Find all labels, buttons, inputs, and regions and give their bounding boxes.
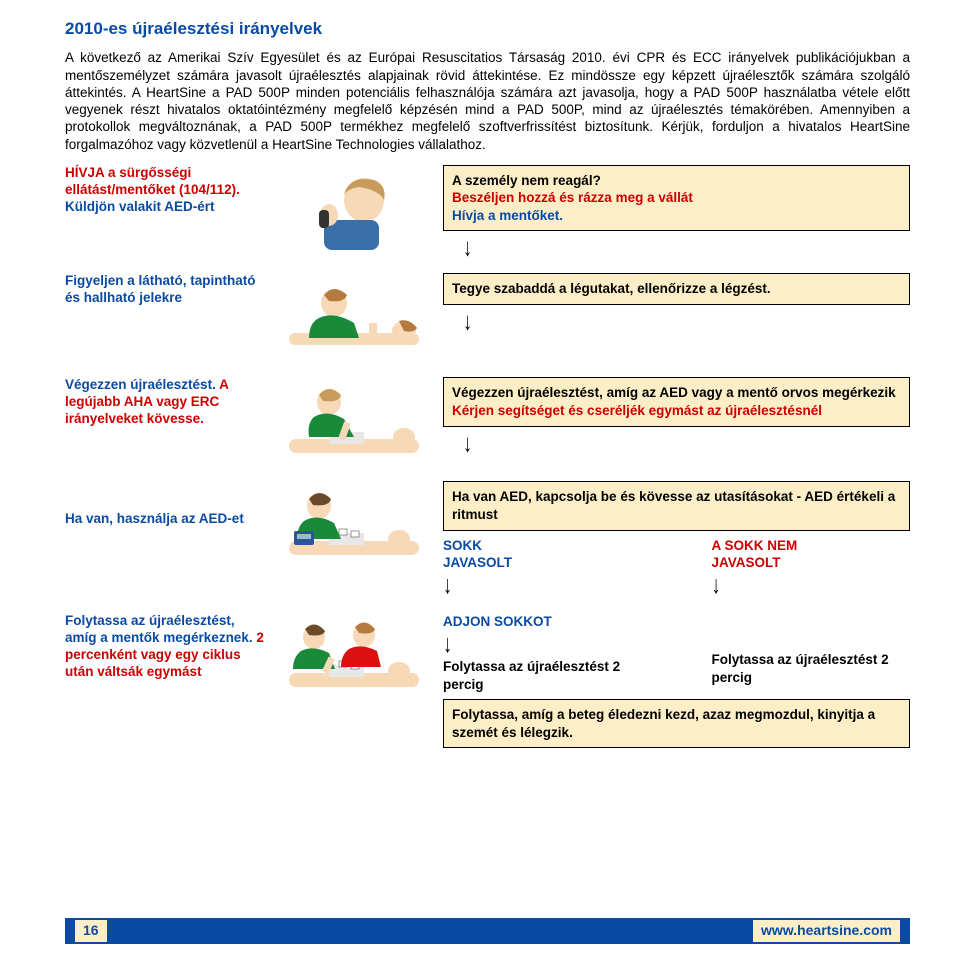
step3-left: Végezzen újraélesztést. A legújabb AHA v… — [65, 377, 265, 428]
step3-illustration — [279, 377, 429, 465]
steps-grid: HÍVJA a sürgősségi ellátást/mentőket (10… — [65, 165, 910, 754]
step5-illustration — [279, 613, 429, 701]
step1-illustration — [279, 165, 429, 253]
step1-right: A személy nem reagál? Beszéljen hozzá és… — [443, 165, 910, 258]
step2-right: Tegye szabaddá a légutakat, ellenőrizze … — [443, 273, 910, 331]
step4-illustration — [279, 481, 429, 569]
step4-left: Ha van, használja az AED-et — [65, 481, 265, 528]
page-title: 2010-es újraélesztési irányelvek — [65, 18, 910, 39]
step2-illustration — [279, 273, 429, 361]
footer-url: www.heartsine.com — [753, 920, 900, 942]
step1-left: HÍVJA a sürgősségi ellátást/mentőket (10… — [65, 165, 265, 216]
step5-left: Folytassa az újraélesztést, amíg a mentő… — [65, 613, 265, 681]
step3-right: Végezzen újraélesztést, amíg az AED vagy… — [443, 377, 910, 452]
step4-right: Ha van AED, kapcsolja be és kövesse az u… — [443, 481, 910, 597]
footer-bar: 16 www.heartsine.com — [65, 918, 910, 944]
step2-left: Figyeljen a látható, tapintható és hallh… — [65, 273, 265, 307]
page-number: 16 — [75, 920, 107, 942]
step5-right: ADJON SOKKOT ↓ Folytassa az újraélesztés… — [443, 613, 910, 754]
intro-paragraph: A következő az Amerikai Szív Egyesület é… — [65, 49, 910, 153]
